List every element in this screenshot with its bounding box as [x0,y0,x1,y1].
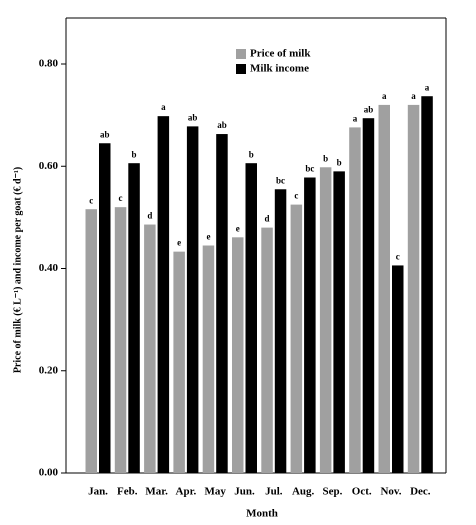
significance-letter: c [89,195,93,205]
significance-letter: bc [305,164,314,174]
bar [304,177,316,473]
significance-letter: ab [217,120,227,130]
significance-letter: b [132,149,137,159]
y-tick-label: 0.80 [39,58,59,70]
legend-label: Price of milk [250,48,311,60]
x-tick-label: Jan. [88,486,108,498]
x-tick-label: Aug. [292,486,315,498]
bar [85,209,97,473]
legend-label: Milk income [250,63,309,75]
bar [261,227,273,473]
significance-letter: e [236,223,240,233]
bar [232,237,244,473]
x-tick-label: Feb. [117,486,138,498]
significance-letter: d [147,211,152,221]
significance-letter: c [396,252,400,262]
significance-letter: e [177,238,181,248]
significance-letter: a [411,91,416,101]
bar [114,207,127,474]
bar [362,118,375,474]
x-tick-label: Jun. [234,486,255,498]
significance-letter: a [353,113,358,123]
significance-letter: ab [364,104,374,114]
significance-letter: b [249,149,254,159]
significance-letter: ab [188,112,198,122]
x-tick-label: Jul. [265,486,283,498]
significance-letter: a [161,102,166,112]
y-tick-label: 0.00 [39,467,59,479]
bar [99,143,111,473]
bar [216,134,228,473]
bar [128,163,140,473]
bar [274,189,287,473]
significance-letter: a [425,82,430,92]
significance-letter: c [119,193,123,203]
significance-letter: e [206,232,210,242]
bar [144,224,156,473]
x-tick-label: May [205,486,227,498]
significance-letter: a [382,91,387,101]
bar [245,163,257,473]
bar [407,104,420,474]
bar [157,116,170,474]
bar [202,245,215,473]
x-tick-label: Sep. [322,486,342,498]
significance-letter: b [337,157,342,167]
y-axis-label: Price of milk (€ L⁻¹) and income per goa… [12,167,23,373]
bar [186,126,199,473]
x-tick-label: Mar. [145,486,168,498]
bar [173,251,185,473]
y-tick-label: 0.40 [39,262,59,274]
y-tick-label: 0.60 [39,160,59,172]
x-tick-label: Dec. [410,486,431,498]
x-tick-label: Nov. [380,486,401,498]
legend-swatch [236,64,246,74]
bar [392,265,404,473]
x-tick-label: Oct. [352,486,372,498]
significance-letter: ab [100,129,110,139]
significance-letter: d [265,214,270,224]
significance-letter: b [323,153,328,163]
bar [290,204,303,473]
significance-letter: c [294,191,298,201]
x-tick-label: Apr. [176,486,197,498]
bar [333,171,345,473]
bar [319,167,332,474]
legend-swatch [236,49,246,59]
bar [349,127,361,474]
bar [378,104,390,474]
x-axis-label: Month [246,508,278,520]
significance-letter: bc [276,175,285,185]
bar [421,96,433,473]
y-tick-label: 0.20 [39,364,59,376]
